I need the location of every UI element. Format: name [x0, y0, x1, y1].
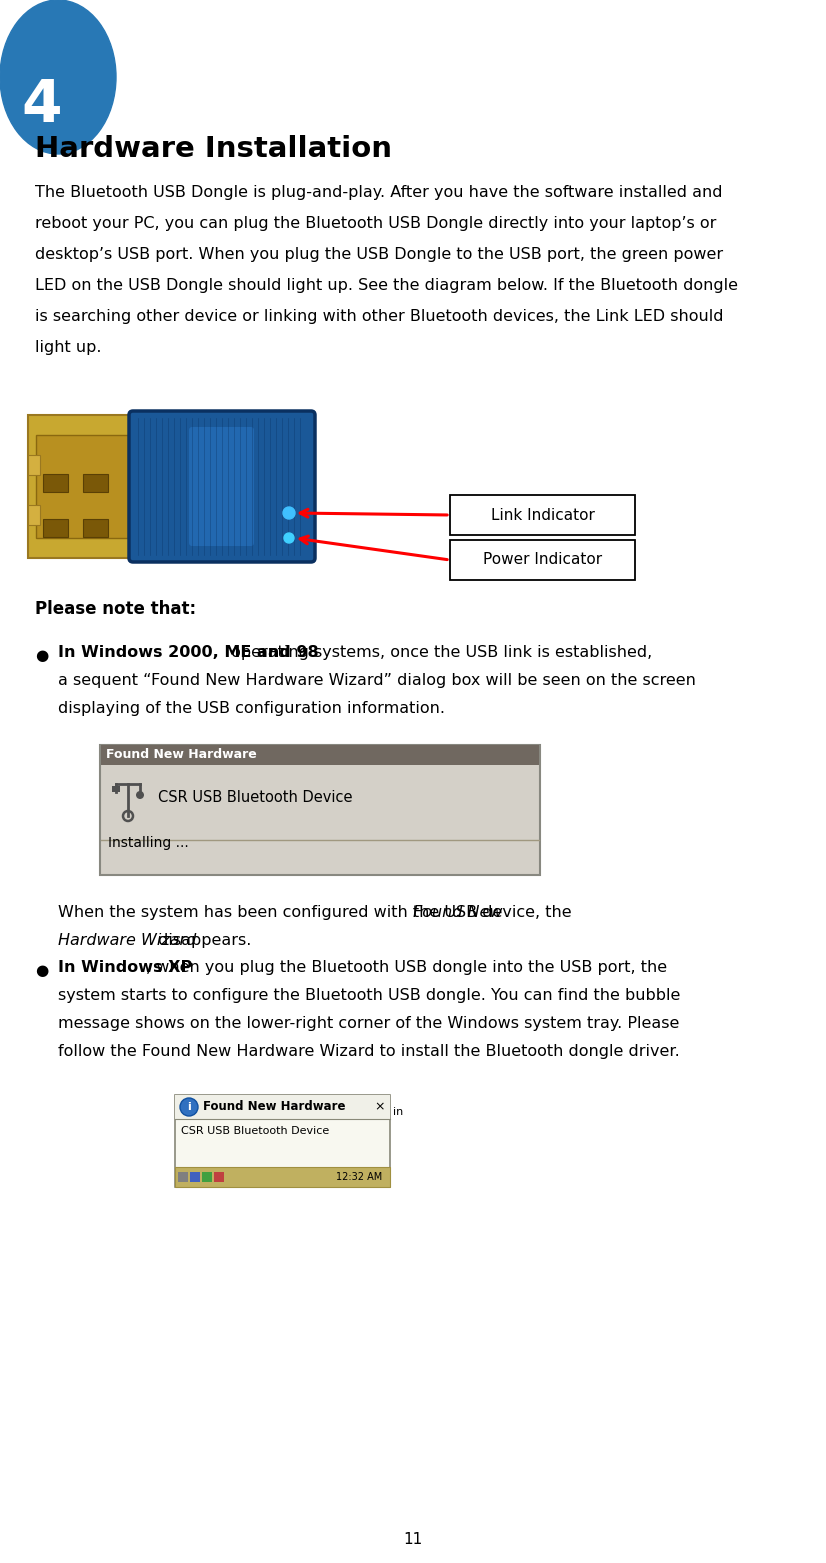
- Text: 12:32 AM: 12:32 AM: [335, 1172, 382, 1182]
- Text: CSR USB Bluetooth Device: CSR USB Bluetooth Device: [158, 789, 353, 805]
- Bar: [28, 505, 40, 525]
- Bar: [28, 455, 40, 475]
- Text: CSR USB Bluetooth Device: CSR USB Bluetooth Device: [181, 1125, 330, 1136]
- Circle shape: [283, 506, 295, 519]
- Bar: [190, 1172, 200, 1182]
- Bar: [175, 1096, 390, 1119]
- Bar: [450, 495, 635, 535]
- Text: , when you plug the Bluetooth USB dongle into the USB port, the: , when you plug the Bluetooth USB dongle…: [146, 960, 667, 975]
- Text: desktop’s USB port. When you plug the USB Dongle to the USB port, the green powe: desktop’s USB port. When you plug the US…: [35, 247, 723, 263]
- Bar: [43, 519, 68, 538]
- Text: When the system has been configured with the USB device, the: When the system has been configured with…: [58, 905, 577, 921]
- Text: Hardware Installation: Hardware Installation: [35, 134, 392, 163]
- Text: In Windows 2000, ME and 98: In Windows 2000, ME and 98: [58, 646, 319, 660]
- Text: displaying of the USB configuration information.: displaying of the USB configuration info…: [58, 700, 445, 716]
- Text: 4: 4: [21, 77, 62, 133]
- Text: Link Indicator: Link Indicator: [491, 508, 595, 522]
- Text: i: i: [188, 1102, 191, 1111]
- Bar: [112, 786, 120, 792]
- Text: operating systems, once the USB link is established,: operating systems, once the USB link is …: [226, 646, 653, 660]
- Text: message shows on the lower-right corner of the Windows system tray. Please: message shows on the lower-right corner …: [58, 1016, 679, 1032]
- Bar: [214, 1172, 224, 1182]
- Bar: [101, 746, 539, 764]
- Bar: [178, 1172, 188, 1182]
- Text: is searching other device or linking with other Bluetooth devices, the Link LED : is searching other device or linking wit…: [35, 309, 724, 324]
- Text: Found New Hardware: Found New Hardware: [106, 749, 257, 761]
- Bar: [43, 474, 68, 492]
- Text: Found New Hardware: Found New Hardware: [203, 1100, 345, 1113]
- Bar: [83, 474, 108, 492]
- Text: Installing ...: Installing ...: [108, 836, 189, 850]
- Text: in: in: [393, 1107, 403, 1118]
- FancyBboxPatch shape: [189, 427, 254, 545]
- Text: ●: ●: [35, 649, 48, 663]
- Text: Power Indicator: Power Indicator: [483, 552, 602, 567]
- Text: In Windows XP: In Windows XP: [58, 960, 192, 975]
- Ellipse shape: [0, 0, 116, 155]
- Circle shape: [136, 791, 144, 799]
- Bar: [175, 1096, 390, 1186]
- Text: reboot your PC, you can plug the Bluetooth USB Dongle directly into your laptop’: reboot your PC, you can plug the Bluetoo…: [35, 216, 716, 231]
- Text: Please note that:: Please note that:: [35, 600, 196, 617]
- Bar: [36, 435, 128, 538]
- Text: disappears.: disappears.: [153, 933, 251, 949]
- Text: ×: ×: [375, 1100, 385, 1113]
- FancyBboxPatch shape: [28, 416, 138, 558]
- Bar: [100, 746, 540, 875]
- Circle shape: [180, 1097, 198, 1116]
- Text: Hardware Wizard: Hardware Wizard: [58, 933, 197, 949]
- Bar: [450, 539, 635, 580]
- Text: The Bluetooth USB Dongle is plug-and-play. After you have the software installed: The Bluetooth USB Dongle is plug-and-pla…: [35, 184, 723, 200]
- Text: light up.: light up.: [35, 341, 102, 355]
- Circle shape: [284, 533, 294, 542]
- Text: Found New: Found New: [413, 905, 502, 921]
- Bar: [202, 1172, 212, 1182]
- FancyBboxPatch shape: [129, 411, 315, 563]
- Text: LED on the USB Dongle should light up. See the diagram below. If the Bluetooth d: LED on the USB Dongle should light up. S…: [35, 278, 738, 292]
- Text: follow the Found New Hardware Wizard to install the Bluetooth dongle driver.: follow the Found New Hardware Wizard to …: [58, 1044, 680, 1060]
- Bar: [83, 519, 108, 538]
- Text: system starts to configure the Bluetooth USB dongle. You can find the bubble: system starts to configure the Bluetooth…: [58, 988, 681, 1003]
- Text: ●: ●: [35, 963, 48, 978]
- Text: a sequent “Found New Hardware Wizard” dialog box will be seen on the screen: a sequent “Found New Hardware Wizard” di…: [58, 674, 695, 688]
- Text: 11: 11: [403, 1532, 423, 1547]
- Bar: [175, 1168, 390, 1186]
